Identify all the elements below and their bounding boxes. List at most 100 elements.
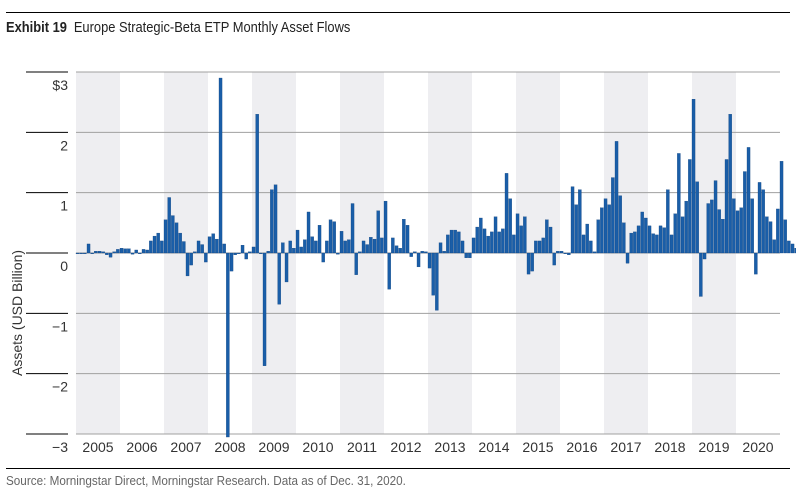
- bar: [420, 251, 424, 254]
- bar: [717, 209, 721, 254]
- bar: [292, 248, 296, 254]
- bar: [204, 252, 208, 263]
- bar: [248, 251, 252, 254]
- bar: [325, 240, 329, 254]
- bar: [255, 114, 259, 254]
- bar: [552, 252, 556, 266]
- bar: [790, 243, 795, 254]
- x-tick-label: 2014: [478, 439, 509, 455]
- bar: [284, 252, 289, 283]
- bar: [625, 252, 630, 264]
- bar: [508, 198, 512, 254]
- bar: [684, 200, 688, 254]
- bar: [669, 234, 674, 254]
- bar: [702, 252, 707, 260]
- bar: [185, 252, 190, 277]
- bar: [416, 252, 421, 268]
- bar: [105, 252, 109, 255]
- bar: [651, 233, 655, 254]
- bar: [303, 239, 307, 254]
- bar: [372, 238, 377, 254]
- x-tick-label: 2018: [654, 439, 685, 455]
- bar: [600, 207, 604, 254]
- bar: [534, 240, 538, 254]
- bar: [776, 208, 780, 254]
- bar: [306, 211, 311, 254]
- bar: [563, 252, 567, 254]
- y-tick-label: −1: [52, 318, 68, 334]
- bar: [768, 221, 773, 254]
- bar: [262, 252, 267, 366]
- bar: [259, 252, 263, 254]
- bar: [614, 141, 619, 254]
- bar: [618, 195, 622, 254]
- bar: [493, 216, 498, 254]
- bar: [453, 229, 457, 254]
- bar: [504, 173, 509, 254]
- bar: [413, 251, 417, 254]
- bar: [178, 232, 182, 254]
- bar: [138, 252, 142, 254]
- bar: [559, 251, 564, 254]
- bar: [486, 235, 490, 254]
- bar: [75, 252, 80, 254]
- bar: [83, 252, 87, 254]
- bar: [482, 228, 487, 254]
- bar: [471, 237, 476, 254]
- bar: [152, 235, 157, 254]
- bar: [721, 219, 725, 254]
- bar: [332, 221, 336, 254]
- y-tick-label: −3: [52, 439, 68, 455]
- bar: [581, 234, 586, 254]
- bar: [739, 207, 743, 254]
- bar: [746, 147, 751, 254]
- bar: [431, 252, 435, 296]
- bar: [101, 251, 105, 254]
- bar: [735, 210, 740, 254]
- bar: [794, 248, 796, 254]
- bar: [761, 189, 765, 254]
- bar: [182, 241, 186, 254]
- bar: [79, 252, 83, 254]
- source-note: Source: Morningstar Direct, Morningstar …: [6, 473, 406, 488]
- bar: [640, 211, 644, 254]
- bar: [570, 186, 575, 254]
- chart-title: Exhibit 19 Europe Strategic-Beta ETP Mont…: [6, 19, 350, 36]
- bar: [468, 252, 472, 258]
- bar: [512, 234, 516, 254]
- bar: [343, 240, 347, 254]
- bar: [226, 252, 230, 438]
- bar: [86, 243, 91, 254]
- bar: [666, 189, 670, 254]
- bar: [497, 231, 501, 254]
- bar: [211, 233, 215, 254]
- y-tick-label: −2: [52, 379, 68, 395]
- bar: [266, 251, 270, 254]
- bar: [596, 219, 600, 254]
- bar: [750, 198, 754, 254]
- bar: [310, 236, 314, 254]
- bar: [706, 203, 710, 254]
- bar: [171, 215, 175, 254]
- bar: [743, 171, 747, 254]
- bar: [537, 240, 542, 254]
- bar: [644, 217, 648, 254]
- x-tick-label: 2007: [170, 439, 201, 455]
- bar: [295, 229, 300, 254]
- bar: [281, 242, 285, 254]
- bar: [603, 198, 608, 254]
- bar: [490, 231, 494, 254]
- bar: [556, 251, 560, 254]
- bar: [380, 237, 384, 254]
- bar: [442, 251, 446, 254]
- bar: [193, 251, 197, 254]
- bars: [75, 77, 796, 438]
- bar: [145, 249, 149, 254]
- bar: [299, 246, 303, 254]
- bar: [240, 245, 245, 254]
- bar: [350, 203, 355, 254]
- bar: [97, 251, 102, 254]
- bar: [141, 249, 146, 254]
- bar: [361, 240, 366, 254]
